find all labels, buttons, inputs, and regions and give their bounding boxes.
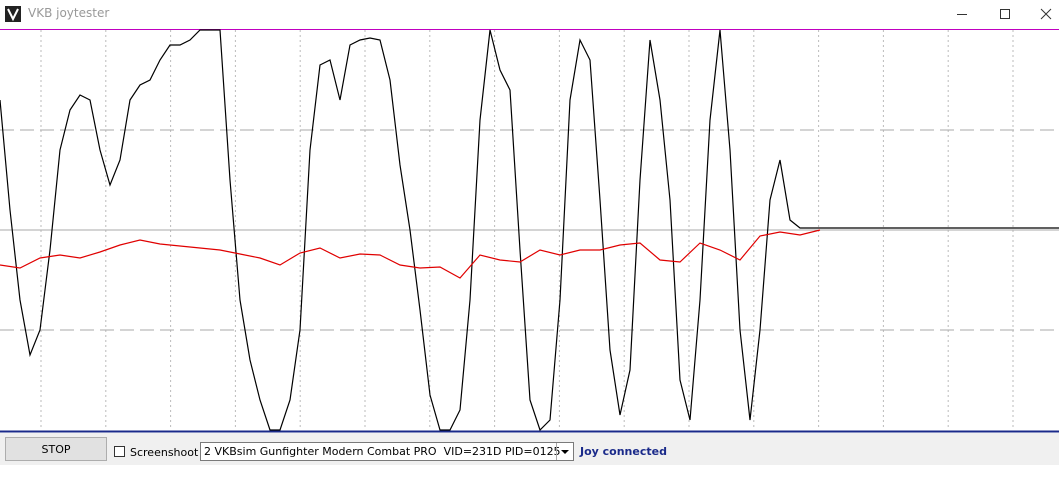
app-title: VKB joytester (28, 6, 110, 20)
device-select[interactable]: 2 VKBsim Gunfighter Modern Combat PRO VI… (200, 442, 574, 461)
trace (0, 29, 820, 432)
window-controls[interactable] (949, 0, 1059, 29)
device-text: 2 VKBsim Gunfighter Modern Combat PRO VI… (204, 445, 561, 458)
title-bar: VKB joytester (0, 0, 1059, 29)
app-icon (5, 6, 21, 22)
status-text: Joy connected (580, 445, 667, 458)
screenshot-checkbox[interactable] (114, 446, 125, 457)
app-window: {"header": {"title": "VKB joytester"}, "… (0, 0, 1059, 465)
screenshot-label[interactable]: Screenshoot (130, 446, 199, 459)
plot (0, 29, 1059, 433)
combo-arrow[interactable] (556, 443, 573, 460)
toolbar: STOP Screenshoot 2 VKBsim Gunfighter Mod… (0, 433, 1059, 465)
trace (0, 229, 821, 279)
stop-button[interactable]: STOP (5, 437, 107, 461)
